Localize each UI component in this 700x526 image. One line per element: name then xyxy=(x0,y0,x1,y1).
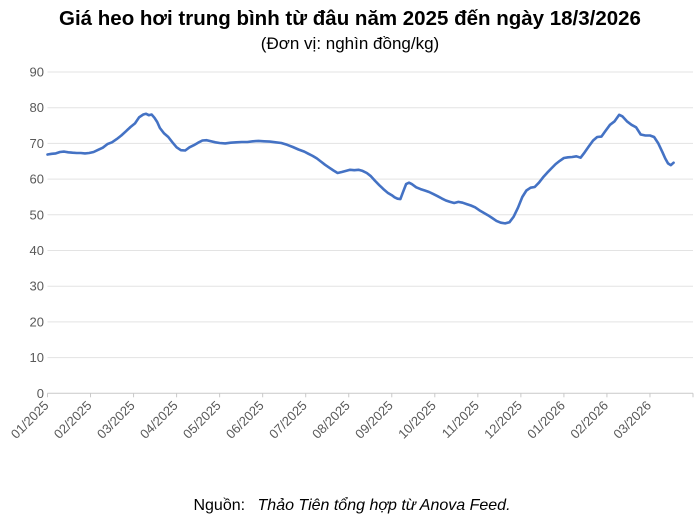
x-tick-label: 03/2025 xyxy=(94,398,138,442)
source-text: Thảo Tiên tổng hợp từ Anova Feed. xyxy=(258,496,511,514)
x-tick-label: 08/2025 xyxy=(309,398,353,442)
x-tick-label: 12/2025 xyxy=(481,398,525,442)
x-tick-label: 07/2025 xyxy=(266,398,310,442)
y-tick-label: 10 xyxy=(30,350,44,365)
y-tick-label: 20 xyxy=(30,314,44,329)
y-tick-label: 60 xyxy=(30,172,44,187)
x-tick-label: 05/2025 xyxy=(180,398,224,442)
x-tick-label: 10/2025 xyxy=(395,398,439,442)
plot-area: 0 10 20 30 40 50 60 70 80 90 01/2025 02/2025 03/2025… xyxy=(8,65,694,442)
x-tick-label: 11/2025 xyxy=(439,398,482,441)
y-tick-label: 80 xyxy=(30,100,44,115)
y-tick-label: 70 xyxy=(30,136,44,151)
x-tick-label: 02/2026 xyxy=(567,398,611,442)
y-tick-label: 0 xyxy=(37,386,44,401)
x-tick-label: 09/2025 xyxy=(352,398,396,442)
chart-subtitle: (Đơn vị: nghìn đồng/kg) xyxy=(261,34,439,53)
source-label: Nguồn: xyxy=(193,497,245,514)
price-line xyxy=(46,112,675,225)
y-tick-label: 30 xyxy=(30,279,44,294)
x-tick-label: 04/2025 xyxy=(137,398,181,442)
x-tick-label: 02/2025 xyxy=(51,398,95,442)
y-tick-label: 90 xyxy=(30,65,44,80)
y-tick-label: 50 xyxy=(30,207,44,222)
source-line: Nguồn: Thảo Tiên tổng hợp từ Anova Feed. xyxy=(193,496,510,514)
x-tick-label: 01/2025 xyxy=(8,398,52,442)
x-tick-label: 06/2025 xyxy=(223,398,267,442)
x-tick-label: 01/2026 xyxy=(524,398,568,442)
y-tick-label: 40 xyxy=(30,243,44,258)
page-title: Giá heo hơi trung bình từ đâu năm 2025 đ… xyxy=(59,7,641,30)
x-tick-label: 03/2026 xyxy=(610,398,654,442)
